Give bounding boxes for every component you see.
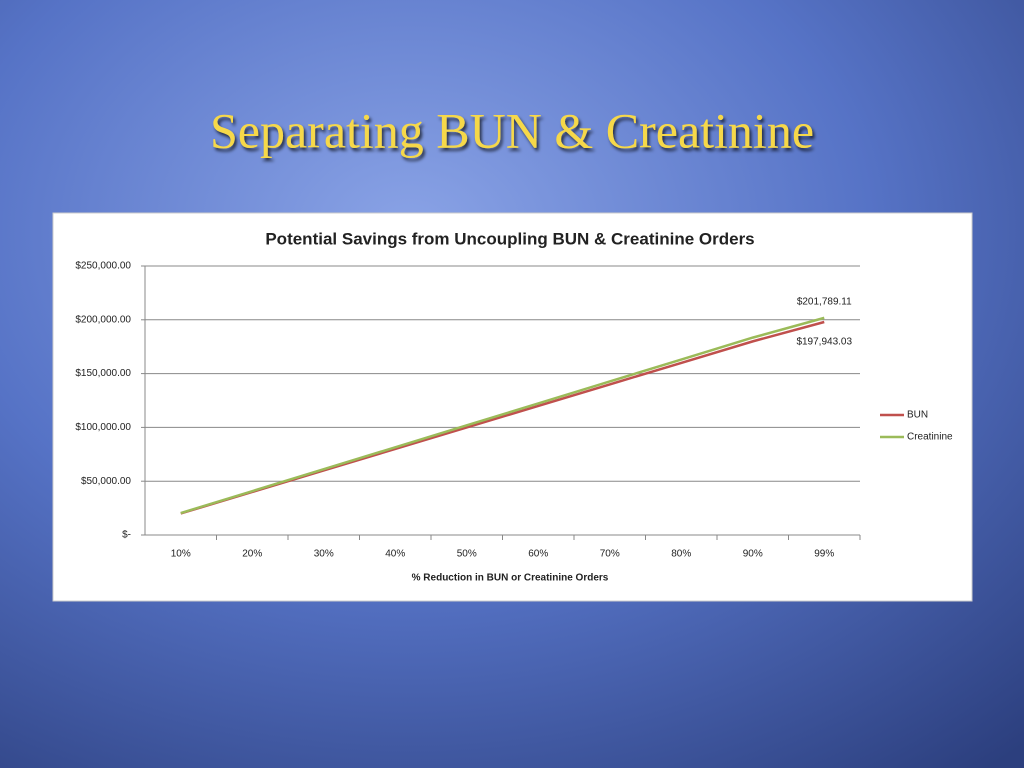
y-tick-label: $50,000.00 — [81, 476, 131, 487]
chart-title: Potential Savings from Uncoupling BUN & … — [265, 229, 754, 248]
chart-frame — [52, 212, 973, 602]
series-line — [180, 316, 825, 515]
data-label: $197,943.03 — [796, 337, 852, 348]
x-tick-label: 10% — [171, 549, 191, 560]
x-tick-label: 30% — [314, 549, 334, 560]
x-axis-label: % Reduction in BUN or Creatinine Orders — [412, 573, 609, 584]
x-tick-label: 80% — [671, 549, 691, 560]
y-tick-label: $100,000.00 — [75, 422, 131, 433]
y-tick-label: $200,000.00 — [75, 314, 131, 325]
legend-label: BUN — [907, 410, 928, 421]
y-tick-label: $- — [122, 530, 131, 541]
y-tick-label: $250,000.00 — [75, 261, 131, 272]
x-tick-label: 60% — [528, 549, 548, 560]
legend-label: Creatinine — [907, 432, 953, 443]
x-tick-label: 50% — [457, 549, 477, 560]
x-tick-label: 70% — [600, 549, 620, 560]
x-tick-label: 99% — [814, 549, 834, 560]
slide-title: Separating BUN & Creatinine — [210, 102, 814, 158]
x-tick-label: 90% — [743, 549, 763, 560]
data-label: $201,789.11 — [797, 297, 852, 308]
y-tick-label: $150,000.00 — [75, 368, 131, 379]
x-tick-label: 40% — [385, 549, 405, 560]
x-tick-label: 20% — [242, 549, 262, 560]
